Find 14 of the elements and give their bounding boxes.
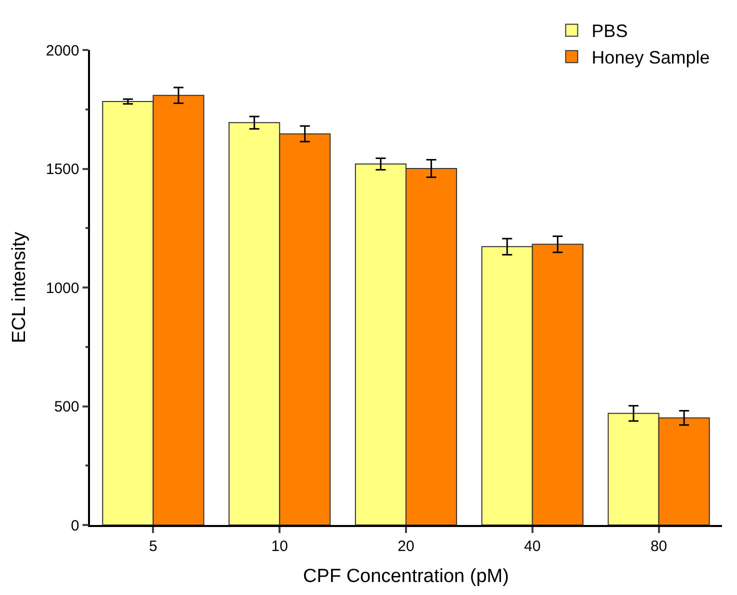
- legend-label: PBS: [592, 21, 628, 42]
- legend-label: Honey Sample: [592, 48, 710, 68]
- y-tick-label: 0: [70, 517, 80, 534]
- x-tick-label: 10: [271, 538, 288, 555]
- y-tick-label: 1500: [46, 161, 80, 178]
- x-tick-label: 20: [398, 538, 414, 555]
- x-tick-label: 80: [650, 538, 668, 555]
- x-tick-label: 40: [524, 538, 541, 555]
- y-tick-label: 500: [54, 398, 80, 416]
- y-tick-label: 2000: [46, 42, 80, 60]
- x-tick-label: 5: [149, 538, 158, 555]
- x-axis-title: CPF Concentration (pM): [303, 566, 509, 588]
- y-tick-label: 1000: [46, 280, 80, 297]
- y-axis-title: ECL intensity: [9, 231, 30, 344]
